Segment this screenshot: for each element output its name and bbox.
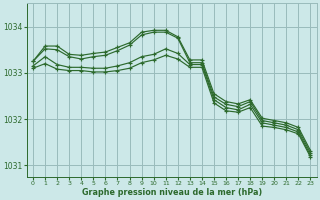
X-axis label: Graphe pression niveau de la mer (hPa): Graphe pression niveau de la mer (hPa) (82, 188, 262, 197)
